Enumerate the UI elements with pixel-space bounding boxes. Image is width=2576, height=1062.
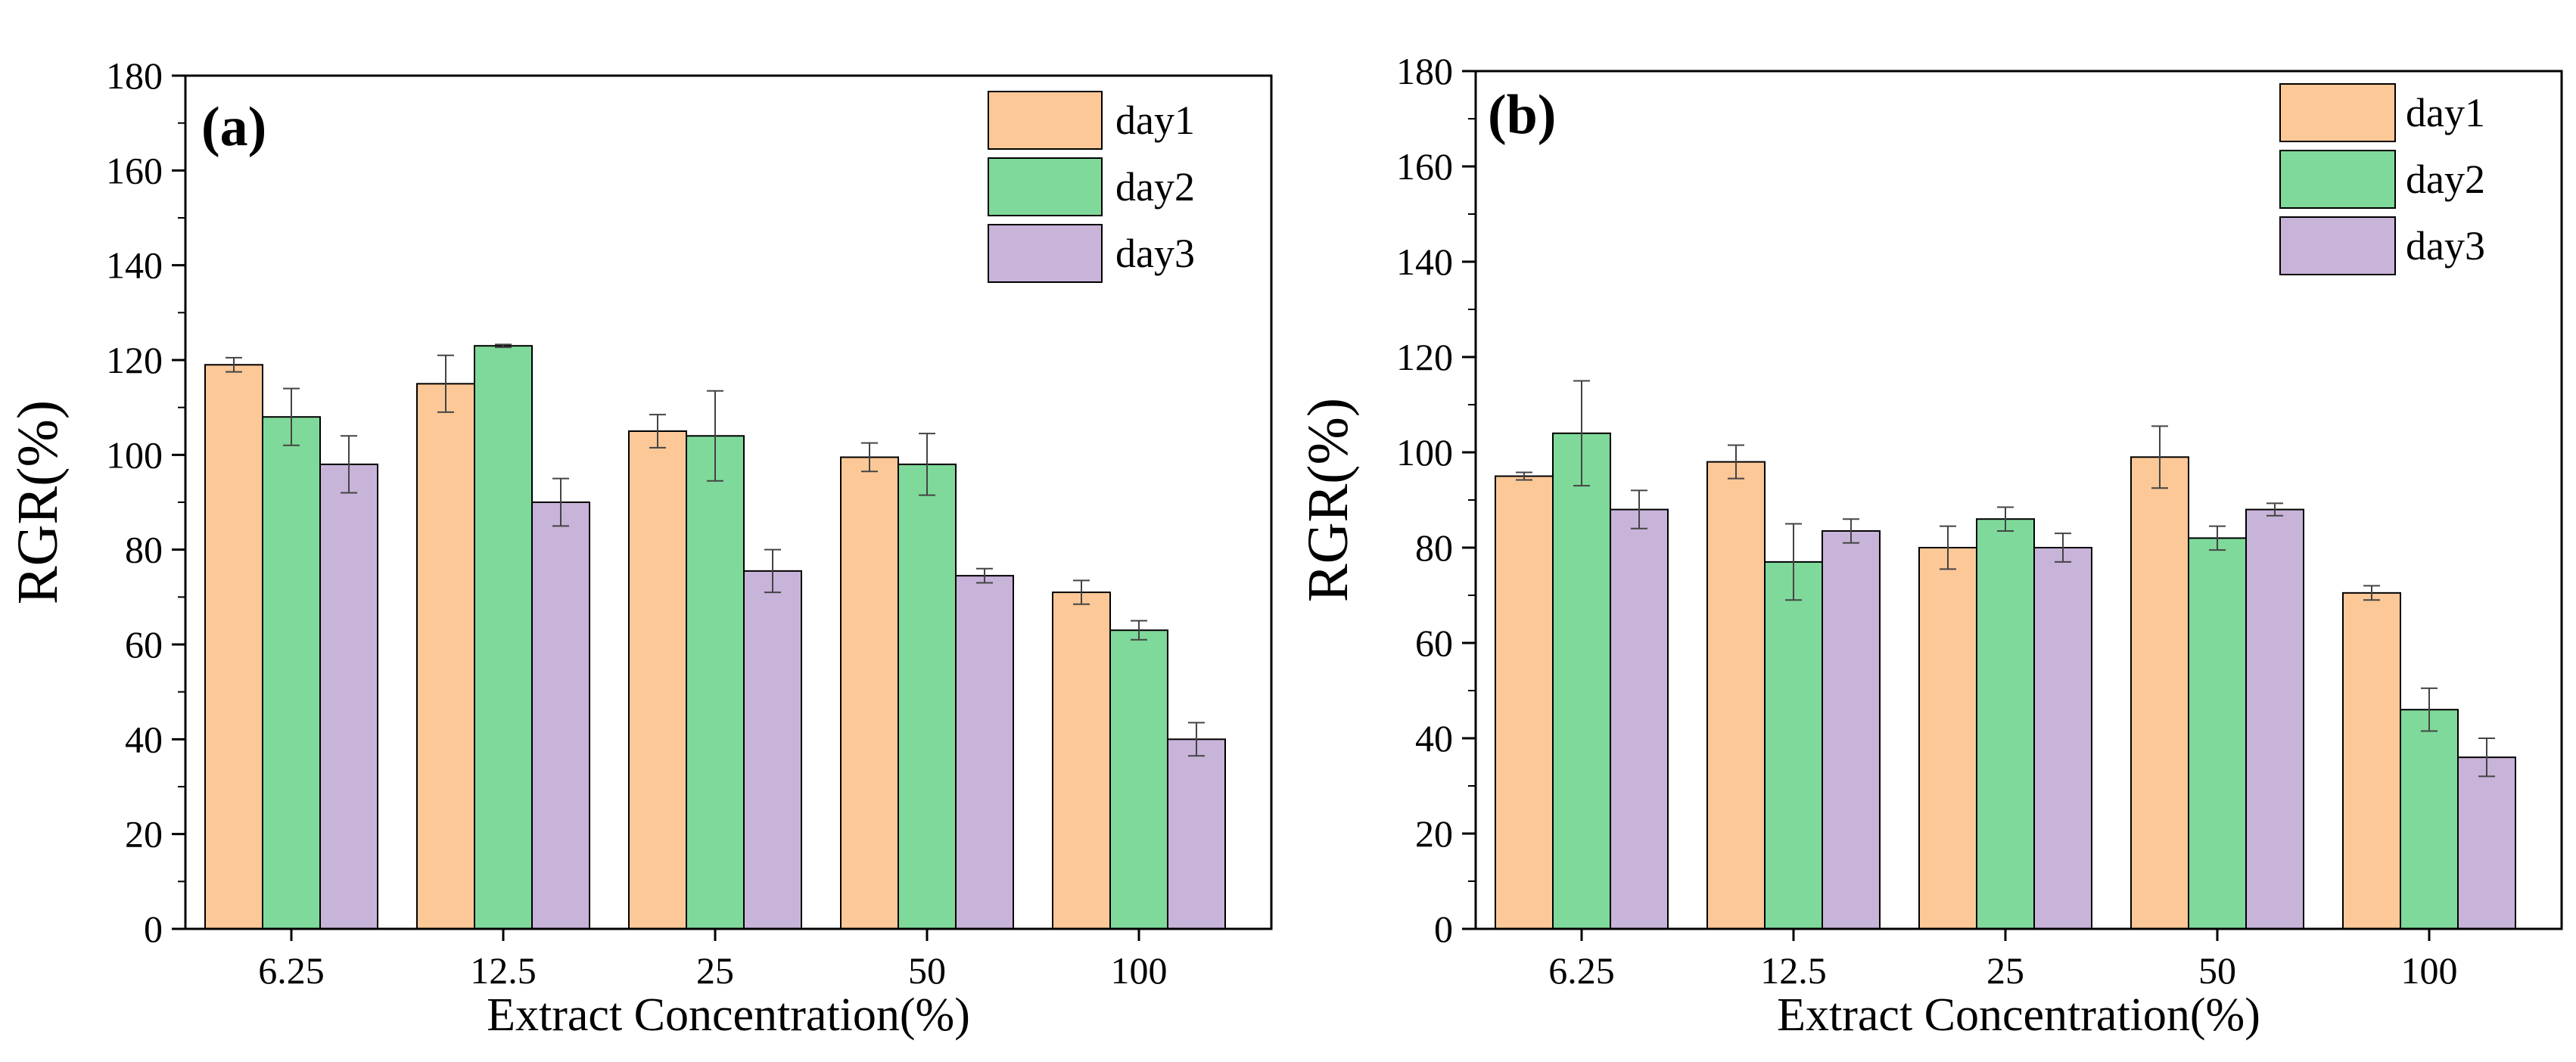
bar-day3-50	[2245, 508, 2304, 930]
legend-swatch-day3	[988, 224, 1103, 283]
bar-day2-12.5	[1764, 560, 1823, 930]
bar-day2-12.5	[474, 345, 533, 930]
legend: day1 day2 day3	[2279, 83, 2485, 275]
x-axis-title: Extract Concentration(%)	[1777, 989, 2260, 1041]
y-axis-title: RGR(%)	[6, 400, 70, 604]
bar-day1-25	[1918, 547, 1977, 930]
y-tick-label: 60	[1415, 622, 1453, 664]
y-tick-label: 100	[106, 433, 163, 476]
legend-swatch-day2	[988, 157, 1103, 216]
bar-day1-25	[628, 430, 687, 930]
bar-day2-25	[686, 435, 745, 930]
bar-day3-12.5	[531, 502, 590, 930]
bar-day1-50	[2130, 456, 2189, 930]
bar-day1-100	[1052, 592, 1111, 930]
bar-day3-100	[1167, 738, 1226, 930]
x-tick-label: 50	[2198, 949, 2236, 992]
x-tick-label: 100	[1111, 949, 1168, 992]
bar-day1-50	[840, 456, 899, 930]
bar-day2-100	[1109, 629, 1168, 930]
x-tick-label: 6.25	[258, 949, 325, 992]
bar-day2-100	[2400, 709, 2459, 930]
y-tick-label: 20	[1415, 812, 1453, 855]
legend-swatch-day1	[988, 91, 1103, 150]
bar-day3-100	[2457, 756, 2516, 930]
bar-day1-12.5	[1706, 461, 1766, 930]
legend-swatch-day3	[2279, 216, 2396, 275]
y-tick-label: 40	[1415, 717, 1453, 759]
y-tick-label: 80	[125, 529, 163, 571]
panel-label: (a)	[201, 96, 266, 158]
chart-panel-b: 6.25 12.5 25 50 100 0 20 40 60 80 100 120 140 160 180 R…	[1296, 50, 2563, 1041]
bar-day2-6.25	[1552, 432, 1611, 930]
x-axis-title: Extract Concentration(%)	[487, 989, 970, 1041]
bar-day3-25	[2033, 547, 2092, 930]
legend-label-day1: day1	[2406, 90, 2485, 135]
y-tick-label: 180	[1396, 50, 1453, 92]
y-tick-label: 0	[1434, 908, 1453, 950]
legend-label-day1: day1	[1115, 98, 1195, 143]
legend-swatch-day1	[2279, 83, 2396, 142]
legend-label-day2: day2	[2406, 157, 2485, 202]
bar-day2-6.25	[262, 416, 321, 930]
y-tick-label: 160	[1396, 145, 1453, 188]
y-tick-label: 120	[106, 339, 163, 381]
y-tick-label: 0	[144, 908, 163, 950]
x-tick-label: 100	[2401, 949, 2458, 992]
y-tick-label: 60	[125, 623, 163, 666]
x-tick-label: 50	[908, 949, 946, 992]
y-tick-label: 80	[1415, 526, 1453, 569]
bar-day3-25	[743, 570, 802, 930]
y-tick-label: 100	[1396, 431, 1453, 474]
bar-day1-12.5	[416, 383, 475, 930]
x-tick-label: 12.5	[470, 949, 537, 992]
bar-day1-6.25	[204, 364, 263, 930]
chart-panel-a: 6.25 12.5 25 50 100 0 20 40 60 80 100 120 140 160 180 R…	[6, 54, 1273, 1041]
bar-day3-6.25	[1610, 508, 1669, 930]
y-tick-label: 140	[106, 244, 163, 287]
legend-label-day2: day2	[1115, 164, 1195, 210]
panel-label: (b)	[1488, 84, 1556, 146]
y-tick-label: 180	[106, 54, 163, 97]
y-tick-label: 160	[106, 149, 163, 191]
legend-label-day3: day3	[2406, 223, 2485, 269]
bar-day1-6.25	[1495, 475, 1554, 930]
y-tick-label: 120	[1396, 336, 1453, 378]
x-tick-label: 6.25	[1548, 949, 1615, 992]
y-tick-label: 20	[125, 813, 163, 856]
x-tick-label: 12.5	[1760, 949, 1827, 992]
bar-day3-6.25	[319, 463, 378, 930]
legend: day1 day2 day3	[988, 91, 1195, 283]
bar-day3-12.5	[1822, 529, 1881, 930]
bar-day2-25	[1976, 518, 2035, 930]
legend-label-day3: day3	[1115, 231, 1195, 276]
x-tick-label: 25	[696, 949, 734, 992]
y-axis-title: RGR(%)	[1296, 398, 1360, 602]
legend-swatch-day2	[2279, 150, 2396, 209]
bar-day2-50	[2188, 537, 2247, 930]
x-tick-label: 25	[1986, 949, 2024, 992]
y-tick-label: 140	[1396, 241, 1453, 283]
bar-day1-100	[2342, 592, 2401, 930]
bar-day2-50	[898, 463, 957, 930]
bar-day3-50	[955, 575, 1014, 930]
y-tick-label: 40	[125, 718, 163, 760]
